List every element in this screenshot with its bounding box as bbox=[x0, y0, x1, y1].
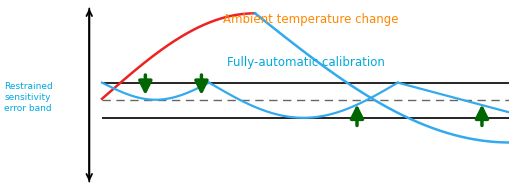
Text: Restrained
sensitivity
error band: Restrained sensitivity error band bbox=[4, 82, 52, 113]
Text: Fully-automatic calibration: Fully-automatic calibration bbox=[227, 56, 384, 69]
Text: Ambient temperature change: Ambient temperature change bbox=[223, 13, 398, 25]
